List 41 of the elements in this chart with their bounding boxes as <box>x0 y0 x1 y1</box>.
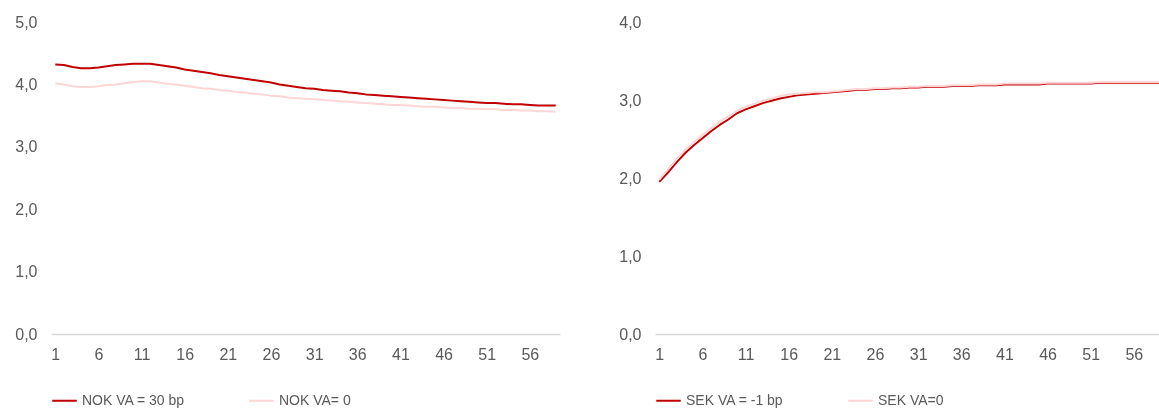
y-tick-label: 4,0 <box>15 75 38 93</box>
x-tick-label: 1 <box>655 345 665 363</box>
x-tick-label: 21 <box>219 345 238 363</box>
y-tick-label: 4,0 <box>619 13 642 31</box>
x-tick-label: 11 <box>737 345 755 363</box>
y-tick-label: 0,0 <box>619 325 642 343</box>
y-tick-label: 0,0 <box>15 325 38 343</box>
x-tick-label: 46 <box>1039 345 1058 363</box>
x-tick-label: 31 <box>909 345 928 363</box>
x-tick-label: 26 <box>262 345 281 363</box>
x-tick-label: 41 <box>392 345 410 363</box>
y-tick-label: 2,0 <box>619 169 642 187</box>
x-tick-label: 36 <box>952 345 971 363</box>
x-tick-label: 51 <box>1082 345 1101 363</box>
legend-label: SEK VA = -1 bp <box>686 391 783 408</box>
legend-label: SEK VA=0 <box>878 391 944 408</box>
x-tick-label: 41 <box>996 345 1014 363</box>
legend-label: NOK VA = 30 bp <box>82 391 185 408</box>
x-tick-label: 21 <box>823 345 842 363</box>
legend-label: NOK VA= 0 <box>279 391 351 408</box>
x-tick-label: 6 <box>94 345 104 363</box>
y-tick-label: 1,0 <box>15 263 38 281</box>
y-tick-label: 3,0 <box>15 138 38 156</box>
y-tick-label: 1,0 <box>619 247 642 265</box>
x-tick-label: 11 <box>133 345 151 363</box>
x-tick-label: 56 <box>1125 345 1144 363</box>
x-tick-label: 6 <box>698 345 708 363</box>
y-tick-label: 3,0 <box>619 91 642 109</box>
line-series <box>54 80 557 113</box>
x-tick-label: 31 <box>305 345 324 363</box>
x-tick-label: 1 <box>51 345 61 363</box>
x-tick-label: 16 <box>780 345 799 363</box>
y-tick-label: 2,0 <box>15 200 38 218</box>
x-tick-label: 16 <box>176 345 195 363</box>
y-tick-label: 5,0 <box>15 13 38 31</box>
x-tick-label: 26 <box>866 345 885 363</box>
x-tick-label: 51 <box>478 345 497 363</box>
x-tick-label: 46 <box>435 345 454 363</box>
line-series <box>54 62 557 107</box>
x-tick-label: 36 <box>348 345 367 363</box>
x-tick-label: 56 <box>521 345 540 363</box>
